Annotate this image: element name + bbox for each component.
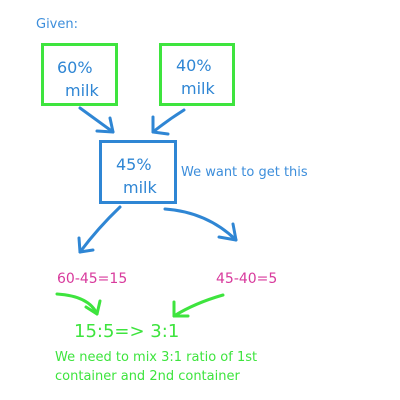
box-mid-milk: milk <box>123 178 157 197</box>
box-mid-percent: 45% <box>116 155 152 174</box>
box-60-percent-milk: 60% milk <box>41 43 118 106</box>
box-left-milk: milk <box>65 81 99 100</box>
box-45-percent-milk: 45% milk <box>99 140 177 204</box>
conclusion-line-1: We need to mix 3:1 ratio of 1st <box>55 350 258 365</box>
ratio-result: 15:5=> 3:1 <box>74 321 180 342</box>
arrow-mid-to-calc-left <box>77 205 122 254</box>
arrow-right-to-mid <box>151 108 186 136</box>
calc-left: 60-45=15 <box>57 271 128 287</box>
arrow-left-to-mid <box>78 106 115 134</box>
conclusion-line-2: container and 2nd container <box>55 369 240 384</box>
box-40-percent-milk: 40% milk <box>159 43 235 106</box>
box-left-percent: 60% <box>57 58 93 77</box>
arrow-calc-right-to-ratio <box>172 293 225 318</box>
arrow-calc-left-to-ratio <box>55 292 102 316</box>
target-note: We want to get this <box>181 165 308 180</box>
arrow-mid-to-calc-right <box>163 207 238 242</box>
box-right-milk: milk <box>181 79 215 98</box>
calc-right: 45-40=5 <box>216 271 278 287</box>
given-label: Given: <box>36 17 78 32</box>
box-right-percent: 40% <box>176 56 212 75</box>
